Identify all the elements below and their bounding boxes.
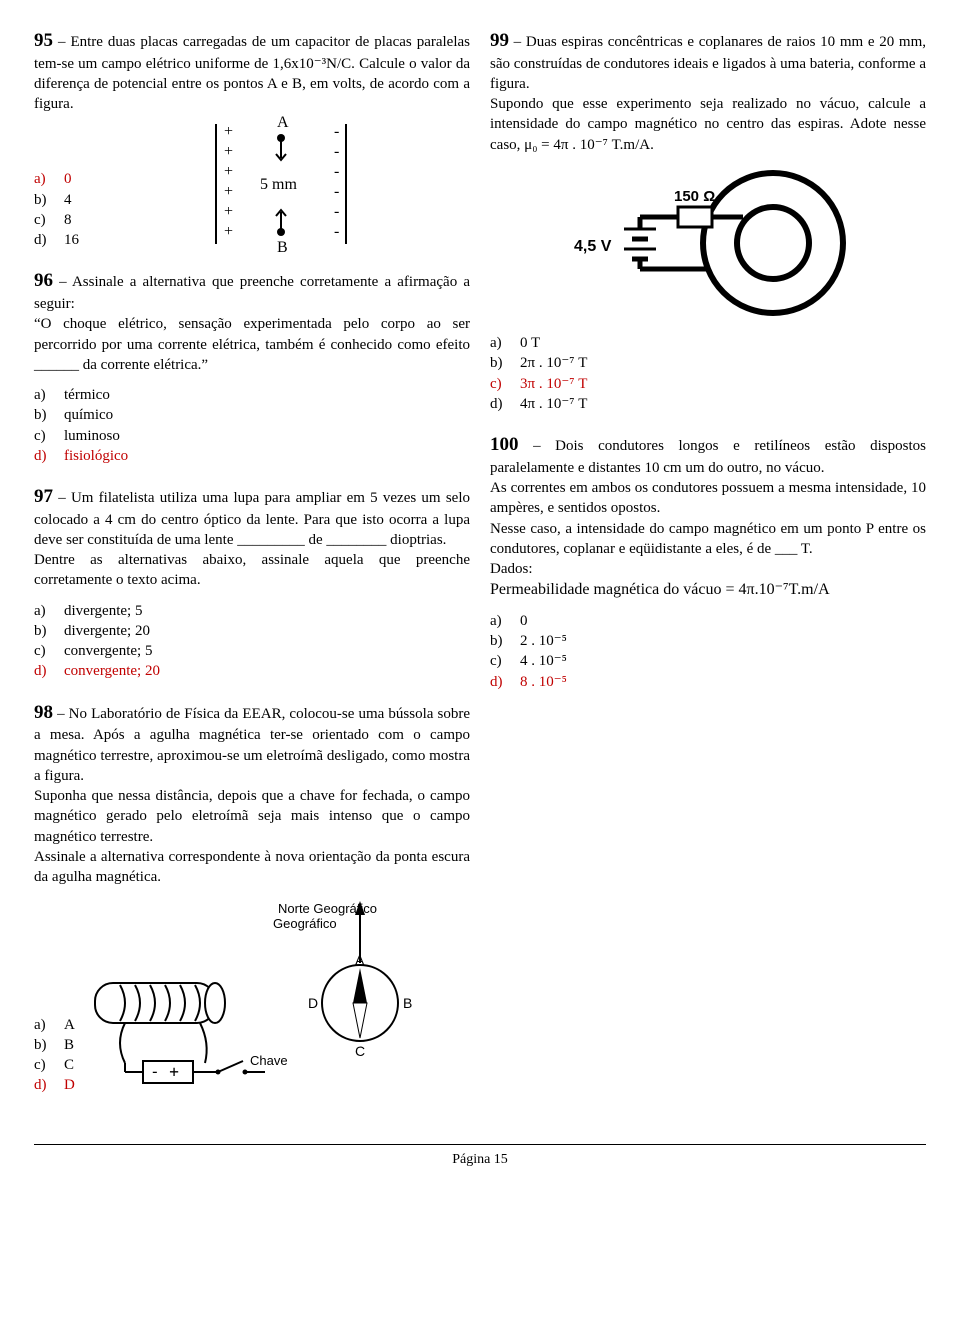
svg-text:150 Ω: 150 Ω (674, 188, 715, 205)
option-c: c)C (34, 1055, 75, 1075)
question-text: – Assinale a alternativa que preenche co… (34, 274, 470, 312)
svg-text:5 mm: 5 mm (260, 176, 297, 193)
question-text-5: Permeabilidade magnética do vácuo = 4π.1… (490, 579, 926, 601)
option-d: d)convergente; 20 (34, 661, 470, 681)
svg-text:-: - (334, 183, 339, 200)
q99-figure: 150 Ω 4,5 V (490, 161, 926, 327)
option-d: d)fisiológico (34, 446, 470, 466)
option-b: b)2 . 10⁻⁵ (490, 631, 926, 651)
svg-text:-: - (334, 123, 339, 140)
question-number: 97 (34, 486, 53, 507)
svg-text:B: B (403, 995, 412, 1011)
svg-text:+: + (224, 143, 233, 160)
question-number: 96 (34, 270, 53, 291)
option-b: b)químico (34, 405, 470, 425)
option-c: c)3π . 10⁻⁷ T (490, 374, 926, 394)
option-c: c)8 (34, 210, 79, 230)
question-number: 100 (490, 434, 519, 455)
option-b: b)4 (34, 190, 79, 210)
question-text: – Um filatelista utiliza uma lupa para a… (34, 490, 470, 548)
svg-text:+: + (224, 163, 233, 180)
electromagnet-compass-icon: Norte Geográfico Geográfico A B C D (85, 893, 425, 1093)
svg-text:-: - (334, 143, 339, 160)
question-98: 98 – No Laboratório de Física da EEAR, c… (34, 700, 470, 1100)
option-d: d)4π . 10⁻⁷ T (490, 394, 926, 414)
question-text: – Entre duas placas carregadas de um cap… (34, 34, 470, 112)
capacitor-figure-icon: + + + + + + - - - - - - A B (196, 114, 366, 254)
question-quote: “O choque elétrico, sensação experimenta… (34, 314, 470, 375)
q98-figure: Norte Geográfico Geográfico A B C D (85, 893, 425, 1099)
svg-text:+: + (224, 123, 233, 140)
option-b: b)2π . 10⁻⁷ T (490, 353, 926, 373)
option-c: c)luminoso (34, 426, 470, 446)
question-text-2: As correntes em ambos os condutores poss… (490, 478, 926, 519)
svg-text:- +: - + (150, 1062, 179, 1081)
question-100: 100 – Dois condutores longos e retilíneo… (490, 432, 926, 696)
q95-options: a)0 b)4 c)8 d)16 (34, 169, 79, 250)
q100-options: a)0 b)2 . 10⁻⁵ c)4 . 10⁻⁵ d)8 . 10⁻⁵ (490, 611, 926, 692)
option-c: c)4 . 10⁻⁵ (490, 651, 926, 671)
option-d: d)16 (34, 230, 79, 250)
right-column: 99 – Duas espiras concêntricas e coplana… (490, 28, 926, 1114)
question-text-2: Suponha que nessa distância, depois que … (34, 786, 470, 847)
question-99: 99 – Duas espiras concêntricas e coplana… (490, 28, 926, 418)
question-text-2: Dentre as alternativas abaixo, assinale … (34, 550, 470, 591)
question-text-1: – Dois condutores longos e retilíneos es… (490, 438, 926, 476)
option-a: a)térmico (34, 385, 470, 405)
question-95: 95 – Entre duas placas carregadas de um … (34, 28, 470, 254)
svg-text:4,5 V: 4,5 V (574, 238, 612, 255)
q95-figure: + + + + + + - - - - - - A B (91, 114, 470, 254)
question-text-1: – No Laboratório de Física da EEAR, colo… (34, 706, 470, 784)
coils-circuit-icon: 150 Ω 4,5 V (548, 161, 868, 321)
q95-row: a)0 b)4 c)8 d)16 + + + + + + - (34, 114, 470, 254)
question-text-2: Supondo que esse experimento seja realiz… (490, 94, 926, 155)
svg-text:+: + (224, 183, 233, 200)
svg-text:Norte Geográfico: Norte Geográfico (278, 901, 377, 916)
svg-text:-: - (334, 223, 339, 240)
option-a: a)A (34, 1015, 75, 1035)
option-c: c)convergente; 5 (34, 641, 470, 661)
question-number: 95 (34, 30, 53, 51)
question-text-4: Dados: (490, 559, 926, 579)
question-text-3: Assinale a alternativa correspondente à … (34, 847, 470, 888)
q97-options: a)divergente; 5 b)divergente; 20 c)conve… (34, 601, 470, 682)
page-footer: Página 15 (34, 1144, 926, 1170)
svg-text:Chave: Chave (250, 1053, 288, 1068)
option-d: d)D (34, 1075, 75, 1095)
page-columns: 95 – Entre duas placas carregadas de um … (34, 28, 926, 1114)
q99-options: a)0 T b)2π . 10⁻⁷ T c)3π . 10⁻⁷ T d)4π .… (490, 333, 926, 414)
option-d: d)8 . 10⁻⁵ (490, 672, 926, 692)
option-b: b)divergente; 20 (34, 621, 470, 641)
question-number: 99 (490, 30, 509, 51)
svg-text:+: + (224, 203, 233, 220)
svg-text:C: C (355, 1043, 365, 1059)
question-96: 96 – Assinale a alternativa que preenche… (34, 268, 470, 470)
q96-options: a)térmico b)químico c)luminoso d)fisioló… (34, 385, 470, 466)
svg-text:B: B (277, 239, 288, 254)
option-a: a)0 (490, 611, 926, 631)
option-a: a)0 T (490, 333, 926, 353)
svg-text:+: + (224, 223, 233, 240)
q98-options: a)A b)B c)C d)D (34, 1015, 75, 1096)
question-text-3: Nesse caso, a intensidade do campo magné… (490, 519, 926, 560)
option-a: a)divergente; 5 (34, 601, 470, 621)
svg-text:A: A (355, 952, 365, 968)
question-97: 97 – Um filatelista utiliza uma lupa par… (34, 484, 470, 686)
option-a: a)0 (34, 169, 79, 189)
question-number: 98 (34, 702, 53, 723)
svg-text:-: - (334, 203, 339, 220)
svg-text:D: D (308, 995, 318, 1011)
svg-text:-: - (334, 163, 339, 180)
svg-text:A: A (277, 114, 289, 131)
option-b: b)B (34, 1035, 75, 1055)
question-text-1: – Duas espiras concêntricas e coplanares… (490, 34, 926, 92)
svg-text:Geográfico: Geográfico (273, 916, 337, 931)
left-column: 95 – Entre duas placas carregadas de um … (34, 28, 470, 1114)
